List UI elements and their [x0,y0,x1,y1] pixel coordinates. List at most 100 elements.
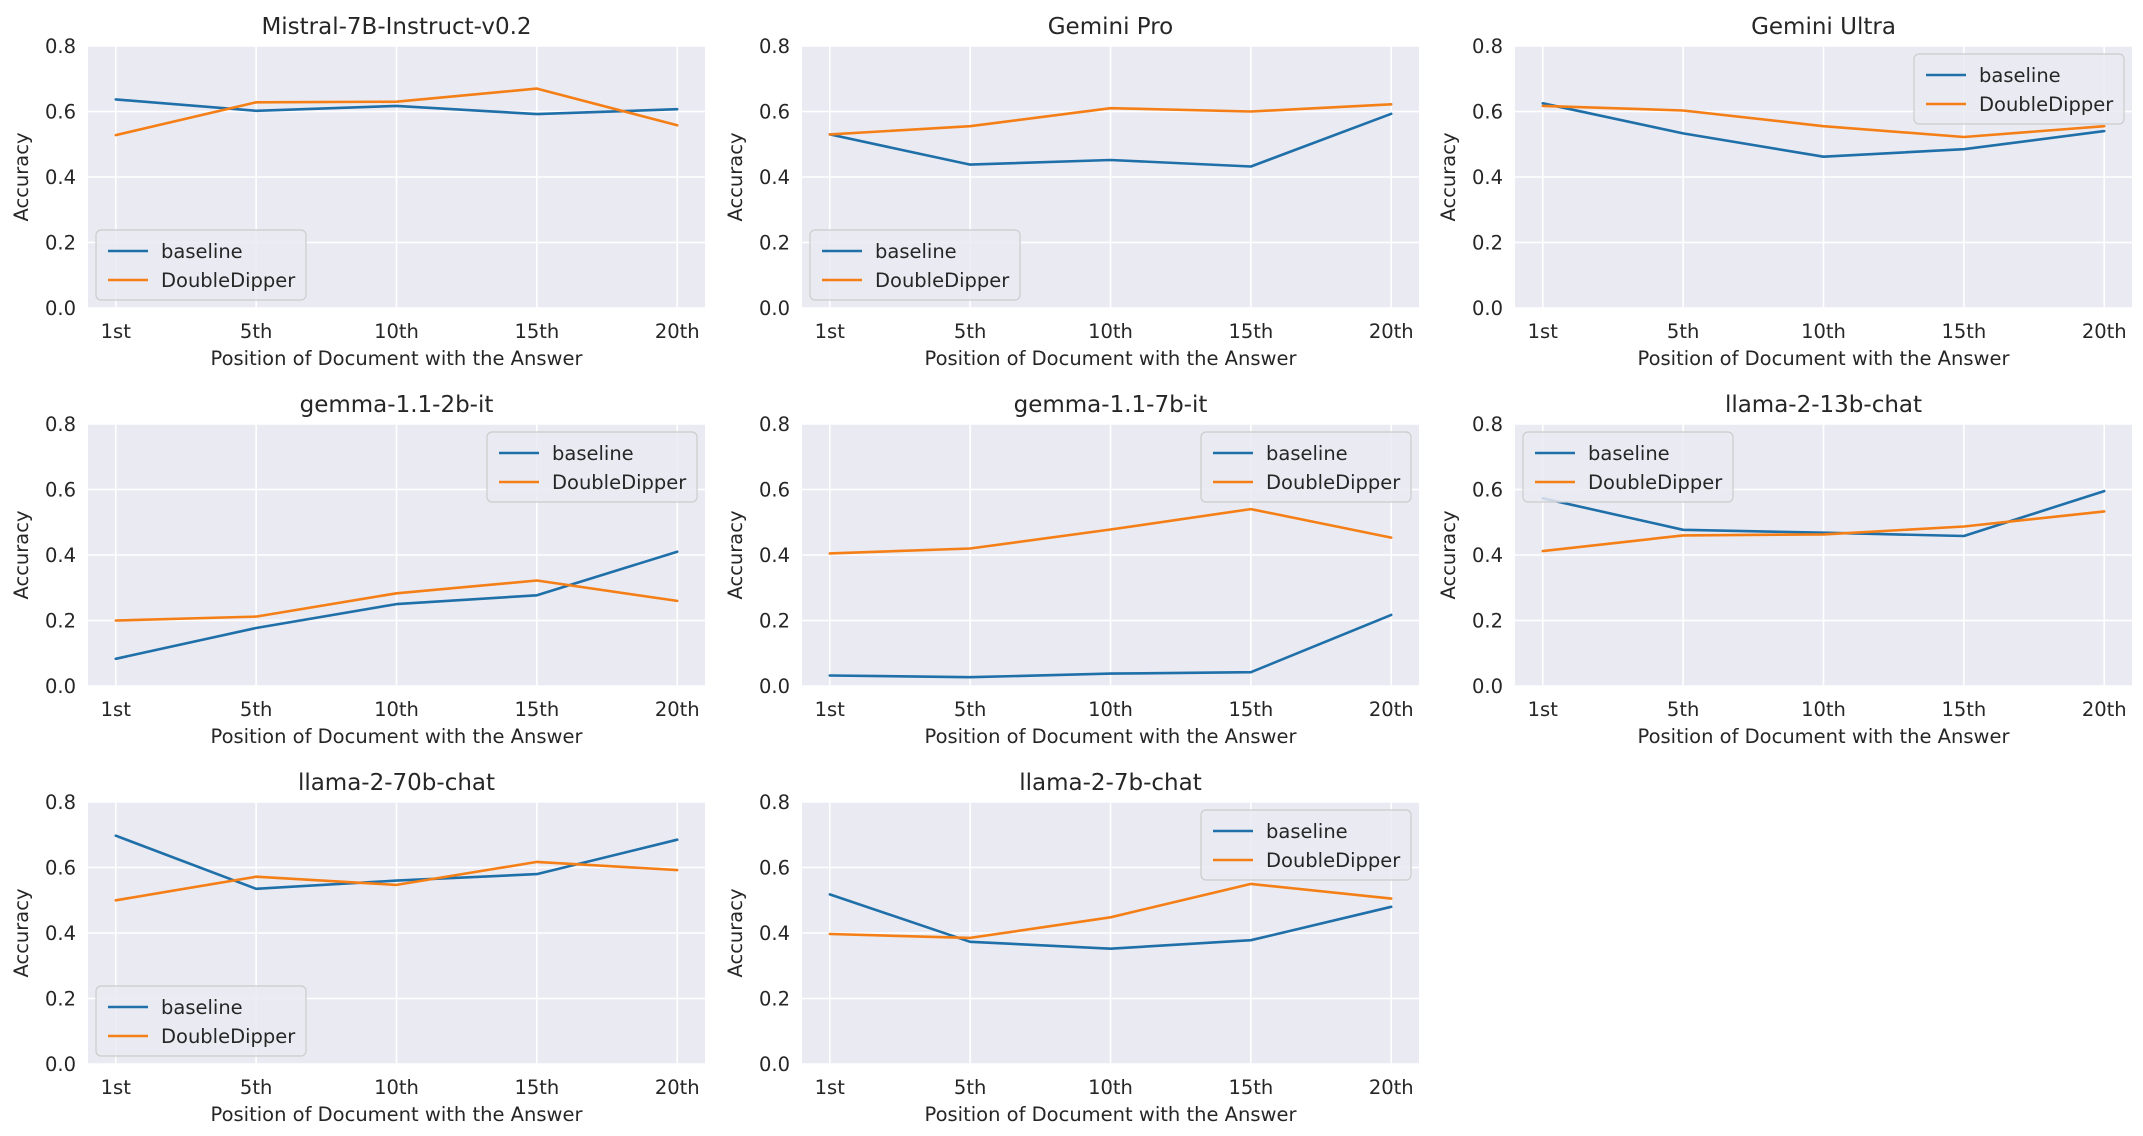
y-tick-label: 0.6 [45,479,76,502]
x-tick-label: 10th [374,698,419,721]
x-tick-label: 20th [1369,320,1414,343]
x-tick-label: 15th [1941,320,1986,343]
x-tick-label: 20th [655,1076,700,1099]
y-axis-label: Accuracy [10,510,33,599]
y-tick-label: 0.8 [1472,413,1503,436]
legend: baseline DoubleDipper [1913,53,2125,125]
y-tick-label: 0.2 [45,610,76,633]
chart-title: Gemini Pro [1048,14,1174,40]
y-axis-label: Accuracy [1437,132,1460,221]
x-axis-label: Position of Document with the Answer [211,725,584,748]
x-tick-label: 1st [101,698,132,721]
y-tick-label: 0.6 [759,479,790,502]
x-axis-label: Position of Document with the Answer [1638,347,2011,370]
series-line-baseline [828,893,1393,951]
x-tick-label: 5th [954,698,986,721]
x-tick-label: 15th [1228,320,1273,343]
y-tick-label: 0.4 [759,544,790,567]
y-tick-label: 0.0 [45,1053,76,1076]
chart-title: llama-2-70b-chat [298,770,495,796]
x-tick-label: 20th [2082,698,2127,721]
x-tick-label: 5th [240,1076,272,1099]
y-axis-label: Accuracy [10,132,33,221]
legend-label: baseline [875,240,957,263]
x-tick-label: 15th [1228,698,1273,721]
legend-label: DoubleDipper [161,1025,296,1048]
x-tick-label: 20th [655,320,700,343]
y-tick-label: 0.6 [759,857,790,880]
x-tick-label: 20th [655,698,700,721]
subplot-4: 0.0 0.2 0.4 0.6 0.8 1st 5th 10th 15th 20th gemma-1… [10,392,705,748]
subplot-6: 0.0 0.2 0.4 0.6 0.8 1st 5th 10th 15th 20th llama-2… [1437,392,2132,748]
y-tick-label: 0.4 [759,166,790,189]
y-tick-label: 0.0 [45,297,76,320]
legend-label: DoubleDipper [552,471,687,494]
legend: baseline DoubleDipper [95,229,307,301]
x-tick-label: 1st [101,320,132,343]
legend-box [95,985,307,1057]
subplot-1: 0.0 0.2 0.4 0.6 0.8 1st 5th 10th 15th 20th Mistral… [10,14,705,370]
y-tick-label: 0.8 [1472,35,1503,58]
y-tick-label: 0.6 [759,101,790,124]
series-line-baseline [114,98,679,116]
x-tick-label: 1st [101,1076,132,1099]
legend-label: baseline [1979,64,2061,87]
series-line-doubledipper [828,103,1393,136]
legend-label: DoubleDipper [875,269,1010,292]
x-tick-label: 10th [1088,1076,1133,1099]
subplot-2: 0.0 0.2 0.4 0.6 0.8 1st 5th 10th 15th 20th Gemini … [724,14,1419,370]
y-tick-label: 0.8 [45,791,76,814]
x-tick-label: 15th [514,1076,559,1099]
chart-title: Mistral-7B-Instruct-v0.2 [261,14,531,40]
x-tick-label: 20th [2082,320,2127,343]
legend-label: DoubleDipper [161,269,296,292]
legend-box [486,431,698,503]
x-tick-label: 5th [1667,698,1699,721]
x-tick-label: 1st [815,1076,846,1099]
series-line-baseline [1541,102,2106,158]
y-tick-label: 0.4 [45,544,76,567]
legend: baseline DoubleDipper [95,985,307,1057]
x-tick-label: 5th [1667,320,1699,343]
y-axis-label: Accuracy [724,132,747,221]
legend: baseline DoubleDipper [1200,431,1412,503]
y-tick-label: 0.8 [759,413,790,436]
chart-title: llama-2-13b-chat [1725,392,1922,418]
x-tick-label: 10th [374,320,419,343]
x-tick-label: 10th [1801,698,1846,721]
legend-label: baseline [1266,442,1348,465]
x-axis-label: Position of Document with the Answer [211,347,584,370]
x-tick-label: 10th [1088,320,1133,343]
subplot-3: 0.0 0.2 0.4 0.6 0.8 1st 5th 10th 15th 20th Gemini … [1437,14,2132,370]
y-tick-label: 0.0 [759,1053,790,1076]
x-tick-label: 5th [240,320,272,343]
x-tick-label: 15th [514,320,559,343]
legend: baseline DoubleDipper [486,431,698,503]
y-axis-label: Accuracy [724,888,747,977]
x-tick-label: 5th [954,320,986,343]
y-tick-label: 0.2 [759,610,790,633]
legend-label: baseline [161,996,243,1019]
legend-box [1200,431,1412,503]
y-tick-label: 0.6 [45,101,76,124]
chart-title: Gemini Ultra [1751,14,1896,40]
x-tick-label: 10th [374,1076,419,1099]
series-line-baseline [828,613,1393,679]
x-tick-label: 15th [1941,698,1986,721]
legend: baseline DoubleDipper [809,229,1021,301]
legend-box [95,229,307,301]
y-tick-label: 0.8 [759,791,790,814]
y-tick-label: 0.6 [1472,479,1503,502]
y-tick-label: 0.4 [45,166,76,189]
y-tick-label: 0.2 [45,232,76,255]
y-tick-label: 0.6 [45,857,76,880]
chart-title: gemma-1.1-7b-it [1014,392,1208,418]
series-line-doubledipper [114,860,679,902]
y-tick-label: 0.4 [1472,544,1503,567]
subplot-7: 0.0 0.2 0.4 0.6 0.8 1st 5th 10th 15th 20th llama-2… [10,770,705,1126]
y-tick-label: 0.0 [1472,675,1503,698]
y-axis-label: Accuracy [1437,510,1460,599]
x-axis-label: Position of Document with the Answer [925,725,1298,748]
legend-label: DoubleDipper [1979,93,2114,116]
series-line-doubledipper [1541,104,2106,139]
